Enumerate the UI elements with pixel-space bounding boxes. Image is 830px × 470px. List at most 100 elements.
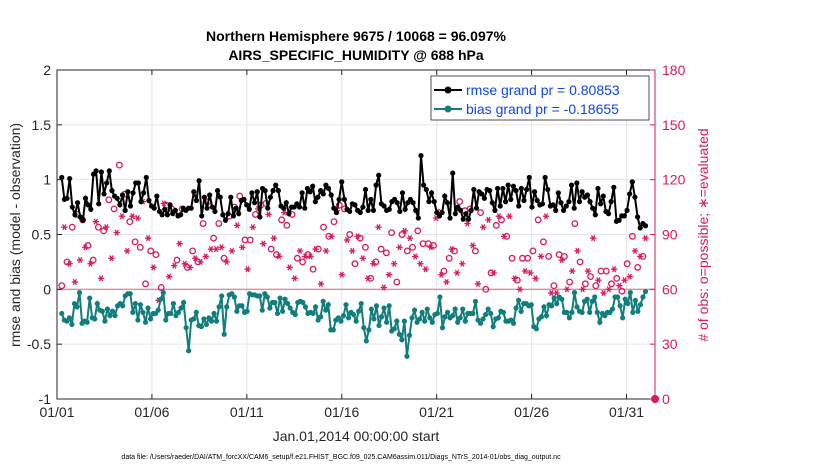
rmse-point	[141, 190, 147, 196]
evaluated-obs-point	[97, 275, 105, 282]
bias-point	[422, 318, 428, 324]
evaluated-obs-point	[87, 260, 94, 267]
bias-point	[429, 319, 435, 325]
evaluated-obs-point	[474, 280, 482, 287]
rmse-point	[439, 209, 445, 216]
evaluated-obs-point	[270, 235, 277, 242]
bias-point	[109, 308, 116, 314]
rmse-point	[315, 194, 321, 200]
bias-point	[632, 297, 638, 303]
evaluated-obs-point	[228, 247, 236, 255]
rmse-point	[605, 211, 612, 217]
rmse-point	[125, 189, 131, 195]
rmse-point	[566, 199, 572, 205]
bias-point	[127, 291, 133, 297]
evaluated-obs-point	[312, 246, 319, 253]
rmse-point	[365, 207, 371, 213]
evaluated-obs-point	[108, 255, 115, 262]
possible-obs-point	[576, 258, 584, 266]
bias-point	[130, 309, 136, 315]
rmse-point	[595, 185, 601, 192]
rmse-point	[574, 180, 580, 186]
evaluated-obs-point	[171, 262, 178, 269]
evaluated-obs-point	[605, 286, 613, 293]
rmse-point	[204, 205, 210, 211]
bias-point	[287, 305, 293, 311]
y-tick-label: 2	[43, 62, 51, 78]
possible-obs-point	[131, 238, 139, 246]
bias-point	[439, 325, 446, 331]
evaluated-obs-point	[642, 235, 649, 242]
rmse-point	[563, 203, 569, 209]
bias-point	[302, 304, 309, 310]
bias-point	[386, 303, 392, 309]
rmse-point	[201, 194, 207, 200]
bias-point	[541, 304, 547, 310]
rmse-point	[362, 186, 369, 193]
possible-obs-point	[309, 265, 317, 273]
evaluated-obs-point	[516, 286, 524, 293]
bias-point	[135, 317, 141, 323]
bias-point	[376, 322, 382, 329]
possible-obs-point	[189, 247, 197, 255]
rmse-point	[468, 207, 474, 213]
rmse-point	[545, 186, 551, 193]
x-tick-label: 01/21	[419, 404, 454, 420]
possible-obs-point	[498, 216, 505, 224]
rmse-point	[415, 215, 421, 221]
bias-point	[257, 293, 263, 299]
bias-point	[219, 293, 225, 299]
bias-point	[244, 308, 250, 314]
rmse-point	[518, 185, 524, 192]
bias-point	[533, 326, 539, 332]
evaluated-obs-point	[92, 218, 99, 225]
rmse-point	[555, 190, 561, 196]
bias-point	[513, 305, 519, 311]
bias-point	[574, 304, 580, 310]
rmse-point	[494, 185, 501, 192]
possible-obs-point	[173, 256, 181, 264]
bias-point	[178, 305, 184, 311]
rmse-point	[328, 192, 334, 198]
rmse-point	[228, 194, 234, 200]
rmse-point	[473, 205, 480, 211]
bias-point	[378, 314, 385, 320]
evaluated-obs-point	[401, 227, 408, 234]
rmse-point	[59, 174, 65, 181]
possible-obs-point	[89, 256, 97, 264]
rmse-point	[336, 196, 342, 203]
rmse-point	[386, 206, 392, 212]
y-right-tick-label: 120	[662, 172, 686, 188]
possible-obs-point	[613, 274, 621, 282]
bias-point	[343, 302, 349, 308]
bias-point	[112, 313, 118, 319]
bias-point	[363, 338, 369, 344]
rmse-point	[561, 207, 567, 213]
bias-point	[66, 315, 72, 321]
rmse-point	[69, 204, 75, 210]
rmse-point	[339, 179, 345, 185]
rmse-point	[442, 193, 448, 199]
bias-point	[566, 315, 572, 321]
rmse-point	[465, 216, 472, 222]
bias-point	[320, 298, 326, 304]
bias-point	[500, 309, 506, 315]
bias-point	[419, 309, 425, 315]
evaluated-obs-point	[370, 260, 377, 267]
evaluated-obs-point	[160, 200, 168, 207]
evaluated-obs-point	[218, 244, 225, 251]
possible-obs-point	[136, 243, 144, 251]
rmse-point	[106, 168, 112, 174]
rmse-point	[479, 191, 485, 197]
rmse-point	[220, 212, 226, 218]
rmse-point	[608, 199, 614, 205]
bias-point	[620, 315, 626, 321]
bias-point	[417, 316, 423, 322]
evaluated-obs-point	[616, 282, 623, 289]
possible-obs-point	[299, 258, 307, 266]
rmse-point	[399, 190, 406, 196]
rmse-point	[505, 182, 511, 188]
bias-point	[584, 296, 590, 302]
bias-point	[548, 303, 555, 309]
